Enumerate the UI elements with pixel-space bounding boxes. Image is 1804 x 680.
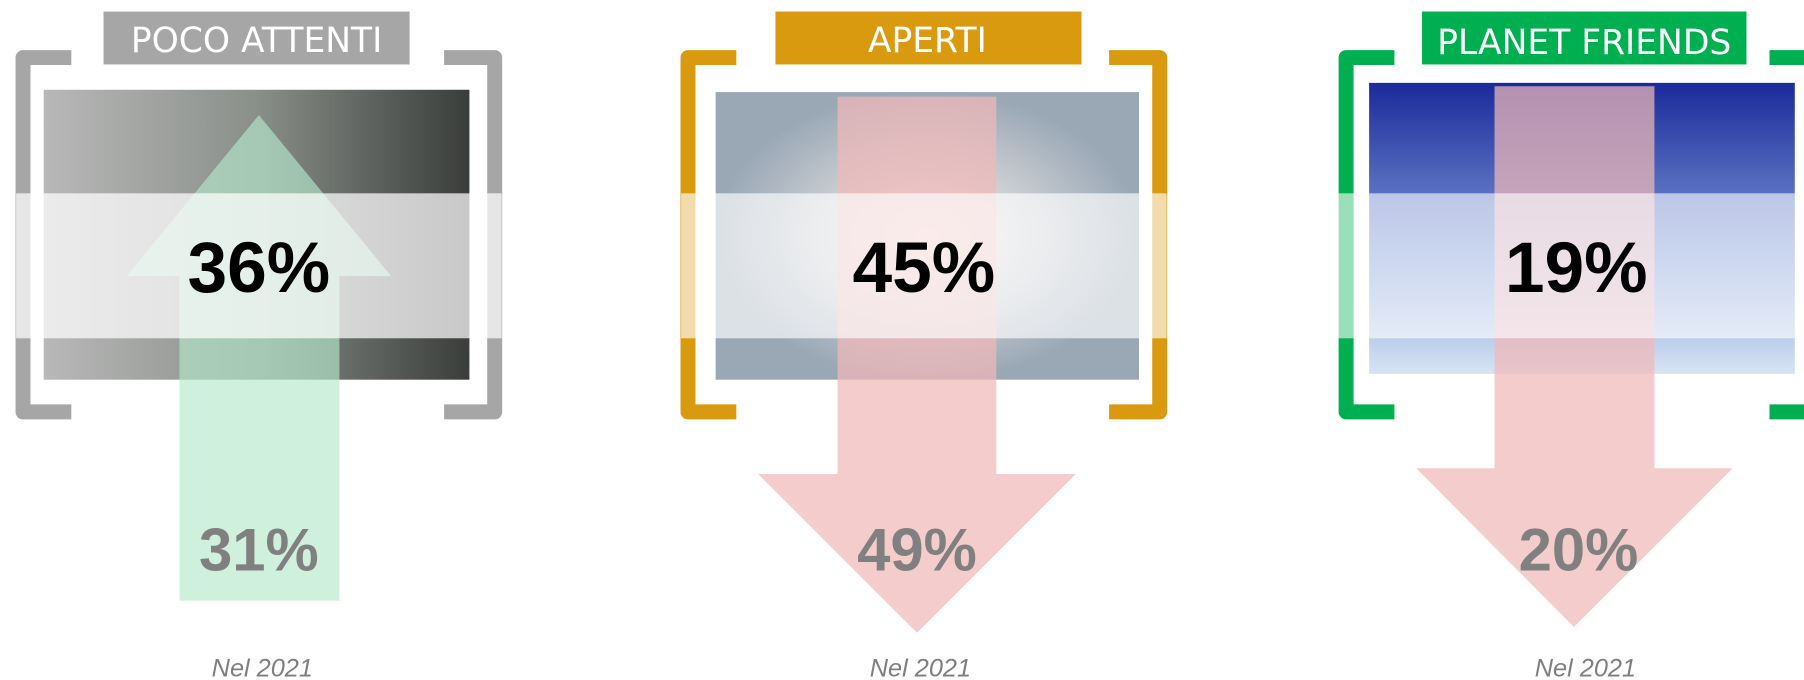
previous-value: 20%: [1519, 517, 1639, 584]
panel: APERTI 45% 49% Nel 2021: [681, 12, 1167, 680]
panel-title: POCO ATTENTI: [131, 21, 383, 61]
previous-value: 31%: [199, 517, 319, 584]
panel: POCO ATTENTI 36% 31% Nel 2021: [16, 12, 502, 680]
current-value: 19%: [1505, 228, 1648, 308]
current-value: 36%: [187, 228, 330, 308]
previous-value: 49%: [857, 517, 977, 584]
panel-title: PLANET FRIENDS: [1437, 23, 1731, 63]
note: Nel 2021: [870, 655, 971, 680]
panel-title: APERTI: [868, 21, 987, 61]
current-value: 45%: [852, 228, 995, 308]
note: Nel 2021: [212, 655, 313, 680]
panel: PLANET FRIENDS 19% 20% Nel 2021: [1338, 12, 1804, 680]
infographic: POCO ATTENTI 36% 31% Nel 2021 APERTI 45%…: [0, 0, 1804, 680]
note: Nel 2021: [1535, 655, 1636, 680]
